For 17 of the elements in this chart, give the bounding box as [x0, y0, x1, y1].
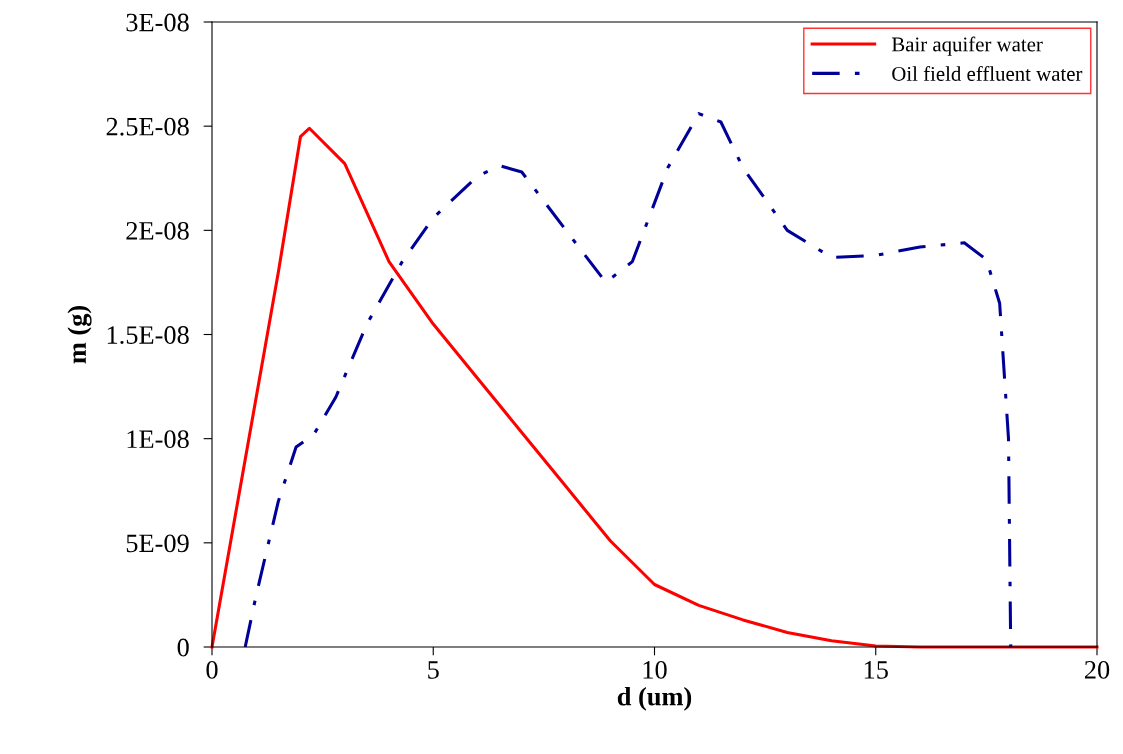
x-tick-label: 10	[643, 660, 667, 679]
y-tick-label: 1.5E-08	[107, 326, 189, 345]
x-tick-label: 0	[206, 660, 218, 679]
x-tick-label: 20	[1084, 660, 1110, 679]
x-tick-label: 5	[428, 661, 439, 679]
y-tick-label: 3E-08	[126, 13, 189, 32]
y-tick-label: 1E-08	[127, 430, 189, 449]
y-tick-label: 2.5E-08	[106, 117, 189, 136]
y-axis-title: m (g)	[67, 305, 92, 364]
y-tick-label: 0	[177, 638, 189, 657]
y-tick-label: 2E-08	[126, 221, 189, 240]
legend-label: Bair aquifer water	[891, 36, 1043, 56]
x-axis-title: d (um)	[617, 686, 692, 711]
legend-label: Oil field effluent water	[892, 66, 1083, 81]
line-series	[243, 112, 1013, 649]
y-tick-label: 5E-09	[126, 534, 189, 553]
x-tick-label: 15	[864, 661, 888, 679]
